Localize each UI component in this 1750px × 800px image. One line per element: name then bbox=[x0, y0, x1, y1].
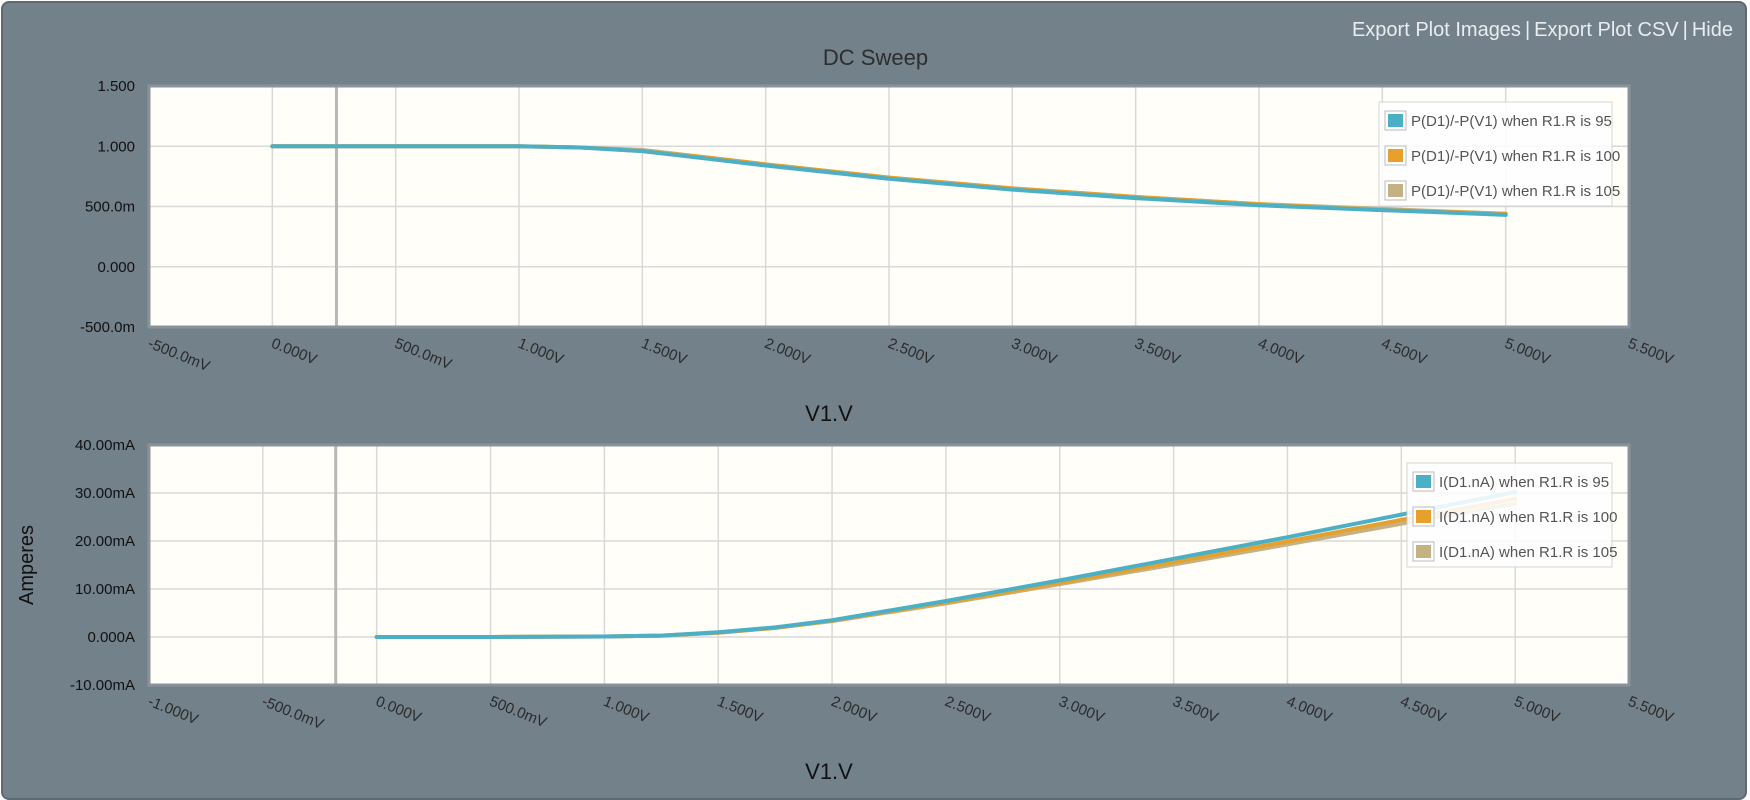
y-tick-label: 10.00mA bbox=[75, 581, 135, 598]
x-tick-label: 500.0mV bbox=[487, 693, 549, 731]
legend-swatch bbox=[1388, 114, 1403, 127]
plot-actions: Export Plot Images | Export Plot CSV | Hide bbox=[1352, 19, 1733, 42]
y-tick-label: 1.500 bbox=[97, 78, 135, 95]
x-axis-label: V1.V bbox=[805, 759, 853, 784]
y-tick-label: 0.000A bbox=[87, 629, 135, 646]
y-tick-label: 0.000 bbox=[97, 259, 135, 276]
legend-label: P(D1)/-P(V1) when R1.R is 105 bbox=[1411, 183, 1620, 200]
legend-swatch bbox=[1388, 149, 1403, 162]
x-tick-label: 2.500V bbox=[942, 693, 992, 727]
y-tick-label: 20.00mA bbox=[75, 533, 135, 550]
series-line-1 bbox=[270, 144, 1508, 217]
x-tick-label: -500.0mV bbox=[146, 335, 213, 375]
x-tick-label: 4.500V bbox=[1398, 693, 1448, 727]
x-tick-label: 3.000V bbox=[1009, 335, 1059, 369]
x-tick-label: 4.000V bbox=[1256, 335, 1306, 369]
y-tick-label: 30.00mA bbox=[75, 485, 135, 502]
y-axis-label: Amperes bbox=[16, 525, 38, 605]
series-line-1 bbox=[374, 490, 1518, 639]
x-axis-label: V1.V bbox=[805, 401, 853, 426]
x-tick-label: 2.000V bbox=[762, 335, 812, 369]
x-tick-label: 1.000V bbox=[516, 335, 566, 369]
x-tick-label: 2.000V bbox=[829, 693, 879, 727]
x-tick-label: 3.500V bbox=[1132, 335, 1182, 369]
x-tick-label: -500.0mV bbox=[259, 693, 326, 733]
plot-frame bbox=[147, 84, 1631, 329]
hide-link[interactable]: Hide bbox=[1691, 19, 1733, 41]
legend: P(D1)/-P(V1) when R1.R is 95 P(D1)/-P(V1)… bbox=[1378, 101, 1620, 207]
x-tick-label: 3.500V bbox=[1170, 693, 1220, 727]
chart-1: -500.0mV 0.000V 500.0mV 1.000V 1.500V 2.000V 2… bbox=[80, 78, 1676, 426]
x-tick-label: 0.000V bbox=[269, 335, 319, 369]
separator: | bbox=[1682, 19, 1688, 41]
x-tick-label: 2.500V bbox=[886, 335, 936, 369]
y-tick-label: 40.00mA bbox=[75, 437, 135, 454]
y-tick-label: -500.0m bbox=[80, 319, 135, 336]
x-tick-label: 5.000V bbox=[1512, 693, 1562, 727]
x-tick-label: 5.500V bbox=[1626, 693, 1676, 727]
legend-label: I(D1.nA) when R1.R is 100 bbox=[1439, 509, 1617, 526]
plot-area bbox=[149, 445, 1629, 685]
legend-swatch bbox=[1416, 510, 1431, 523]
legend-swatch bbox=[1416, 545, 1431, 558]
x-tick-label: 5.000V bbox=[1502, 335, 1552, 369]
page-title: DC Sweep bbox=[822, 45, 929, 70]
y-tick-label: 500.0m bbox=[85, 199, 135, 216]
charts-canvas: -500.0mV 0.000V 500.0mV 1.000V 1.500V 2.000V 2… bbox=[16, 78, 1676, 784]
x-tick-label: 1.500V bbox=[715, 693, 765, 727]
legend-swatch bbox=[1388, 184, 1403, 197]
legend-label: I(D1.nA) when R1.R is 105 bbox=[1439, 544, 1617, 561]
export-plot-images-link[interactable]: Export Plot Images bbox=[1351, 19, 1521, 41]
x-tick-label: -1.000V bbox=[146, 693, 201, 728]
x-tick-label: 5.500V bbox=[1626, 335, 1676, 369]
y-tick-label: -10.00mA bbox=[70, 677, 135, 694]
x-tick-label: 500.0mV bbox=[392, 335, 454, 373]
y-tick-label: 1.000 bbox=[97, 138, 135, 155]
chart-2: -1.000V -500.0mV 0.000V 500.0mV 1.000V 1.500V… bbox=[16, 437, 1676, 784]
x-tick-label: 4.000V bbox=[1284, 693, 1334, 727]
x-tick-label: 3.000V bbox=[1056, 693, 1106, 727]
plot-frame bbox=[147, 443, 1631, 687]
x-tick-label: 1.000V bbox=[601, 693, 651, 727]
legend-swatch bbox=[1416, 475, 1431, 488]
x-tick-label: 4.500V bbox=[1379, 335, 1429, 369]
legend-box bbox=[1378, 101, 1613, 207]
separator: | bbox=[1524, 19, 1531, 41]
x-tick-label: 0.000V bbox=[373, 693, 423, 727]
export-plot-csv-link[interactable]: Export Plot CSV bbox=[1534, 19, 1679, 41]
legend-label: I(D1.nA) when R1.R is 95 bbox=[1439, 474, 1609, 491]
x-tick-label: 1.500V bbox=[639, 335, 689, 369]
legend-label: P(D1)/-P(V1) when R1.R is 100 bbox=[1411, 148, 1620, 165]
legend: I(D1.nA) when R1.R is 95 I(D1.nA) when R1… bbox=[1406, 462, 1617, 568]
legend-label: P(D1)/-P(V1) when R1.R is 95 bbox=[1411, 113, 1612, 130]
legend-box bbox=[1406, 462, 1613, 568]
